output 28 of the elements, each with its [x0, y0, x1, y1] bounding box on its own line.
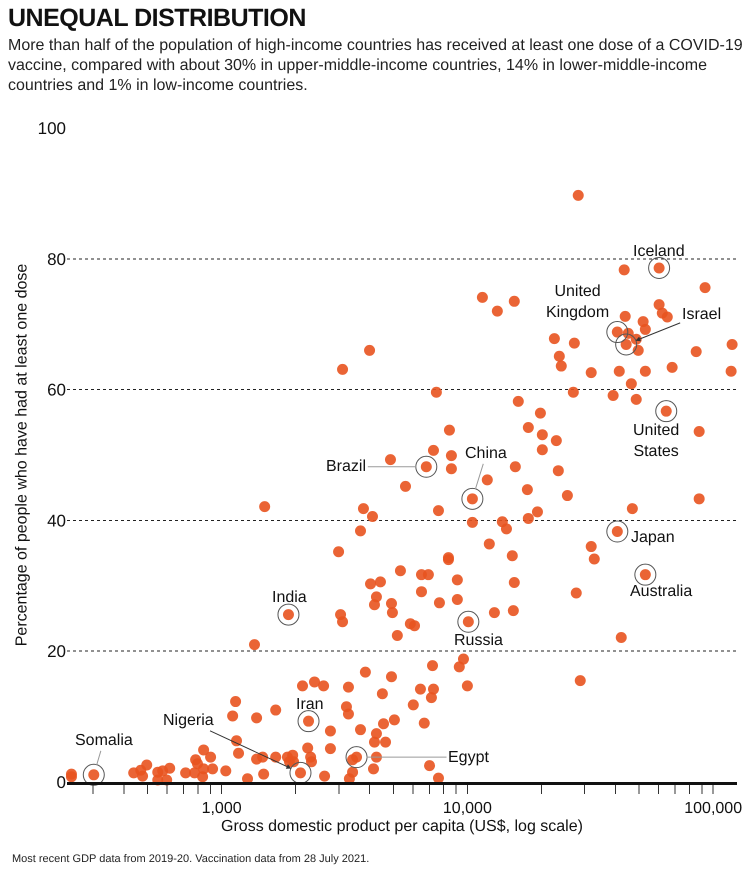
y-tick-label: 100 [38, 118, 66, 138]
y-tick-label: 80 [47, 250, 66, 269]
annotation: India [272, 589, 307, 606]
annotation: Egypt [448, 749, 490, 766]
x-axis-title: Gross domestic product per capita (US$, log scale) [221, 818, 583, 835]
annotation: Israel [682, 306, 722, 323]
y-tick-label: 20 [47, 642, 66, 662]
annotation: China [465, 445, 507, 462]
y-tick-label: 40 [47, 511, 66, 530]
annotation: Russia [454, 632, 504, 649]
annotation: United Kingdom [546, 283, 610, 321]
x-tick-label: 1,000 [202, 800, 242, 818]
y-tick-label: 0 [56, 772, 66, 792]
annotation: Brazil [326, 458, 366, 475]
text: Most recent GDP data from 2019-20. Vaccination data from 28 July 2021. [12, 853, 370, 865]
annotation: Australia [630, 583, 692, 600]
y-axis-title: Percentage of people who have had at least one dose [14, 264, 31, 646]
x-tick-label: 100,000 [684, 800, 742, 818]
annotation: Somalia [75, 732, 133, 749]
chart-subtitle: More than half of the population of high-income countries has received at least one dose of a COVID-19 vaccine, compared with about 30% in upper-middle-income countries, 14% in lower-middle-income countries and 1% in low-income countries. [8, 36, 743, 96]
chart-title: UNEQUAL DISTRIBUTION [8, 4, 307, 33]
annotation: Iran [296, 696, 324, 713]
annotation: Japan [631, 529, 675, 546]
y-tick-label: 60 [47, 380, 66, 400]
annotation: United States [633, 422, 680, 460]
annotation: Nigeria [163, 712, 214, 729]
x-tick-label: 10,000 [442, 800, 492, 818]
annotation: Iceland [633, 243, 685, 260]
